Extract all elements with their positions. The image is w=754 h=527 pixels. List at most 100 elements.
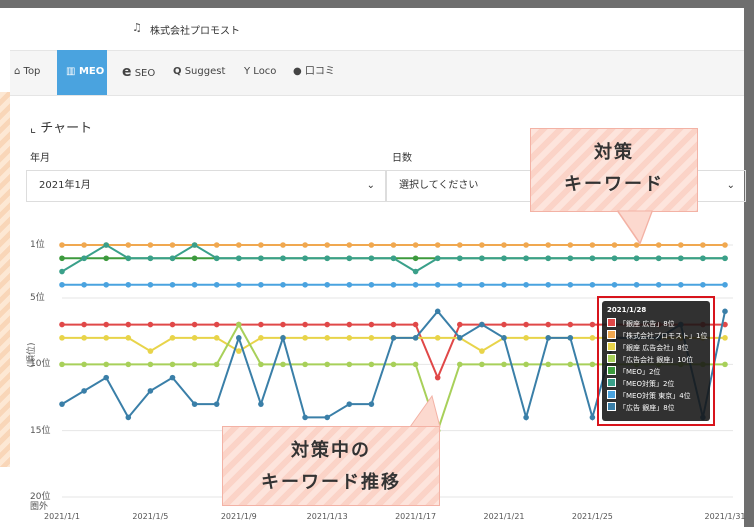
month-select[interactable]: 2021年1月 ⌄ (26, 170, 386, 202)
point (412, 268, 419, 275)
section-title: ⌞ チャート (30, 121, 93, 136)
point (479, 321, 485, 328)
tooltip-swatch (607, 318, 616, 327)
tooltip: 2021/1/28 「銀座 広告」8位 「株式会社プロモスト」1位 「銀座 広告会社」… (597, 296, 715, 426)
tab-label: Top (23, 66, 41, 77)
point (589, 414, 596, 421)
point (545, 255, 551, 262)
point (457, 242, 463, 248)
bell-icon: ♫ (132, 21, 142, 34)
point (567, 361, 574, 368)
y-tick-label: 15位 (30, 425, 51, 436)
point (589, 361, 596, 368)
company: 株式会社プロモスト (150, 26, 240, 37)
point (147, 242, 154, 248)
point (501, 281, 507, 288)
point (302, 361, 308, 368)
point (59, 401, 65, 407)
y-tick-label: 20位 圏外 (30, 492, 51, 512)
point (169, 335, 176, 341)
point (280, 321, 286, 328)
callout-pointer (409, 394, 441, 428)
point (523, 321, 529, 328)
point (191, 361, 198, 368)
point (722, 335, 728, 341)
point (59, 281, 65, 288)
point (236, 242, 242, 248)
point (346, 335, 353, 341)
point (125, 281, 132, 288)
point (81, 321, 87, 328)
tooltip-row: 「MEO対策 東京」4位 (607, 390, 705, 402)
tooltip-row: 「銀座 広告」8位 (607, 318, 705, 330)
y-tick-label: 1位 (30, 240, 45, 250)
tooltip-item: 「銀座 広告」8位 (619, 320, 675, 328)
nav-tab[interactable]: ▥ MEO (66, 66, 105, 77)
nav-tab[interactable]: Q Suggest (173, 66, 226, 77)
point (479, 242, 485, 248)
point (236, 255, 242, 262)
point (346, 401, 353, 407)
x-tick-label: 2021/1/9 (221, 512, 257, 521)
field-label: 年月 (30, 153, 50, 164)
point (412, 242, 419, 248)
point (280, 255, 286, 262)
point (523, 361, 529, 368)
point (390, 242, 397, 248)
nav-tab[interactable]: ● 口コミ (293, 66, 335, 77)
point (213, 335, 220, 341)
point (59, 242, 65, 248)
point (191, 401, 198, 407)
point (280, 335, 286, 341)
point (81, 361, 87, 368)
point (103, 335, 109, 341)
point (412, 321, 419, 328)
point (59, 255, 65, 262)
point (81, 335, 87, 341)
point (324, 335, 331, 341)
point (125, 242, 132, 248)
tooltip-swatch (607, 342, 616, 351)
point (280, 281, 286, 288)
point (169, 361, 176, 368)
point (722, 361, 728, 368)
point (59, 361, 65, 368)
point (302, 414, 308, 421)
x-tick-label: 2021/1/31 (704, 512, 745, 521)
point (346, 361, 353, 368)
point (169, 374, 176, 381)
callout: 対策 キーワード (530, 128, 698, 212)
point (457, 255, 463, 262)
point (412, 361, 419, 368)
point (611, 255, 618, 262)
tooltip-swatch (607, 378, 616, 387)
point (479, 348, 485, 354)
point (302, 242, 308, 248)
point (589, 242, 596, 248)
nav-tab[interactable]: Y Loco (244, 66, 277, 77)
tooltip-item: 「MEO対策」2位 (619, 380, 675, 388)
point (169, 255, 176, 262)
x-tick-label: 2021/1/1 (44, 512, 80, 521)
point (236, 281, 242, 288)
point (258, 321, 264, 328)
point (678, 255, 684, 262)
point (125, 335, 132, 341)
point (258, 361, 264, 368)
section-title-text: チャート (40, 121, 93, 136)
point (457, 335, 463, 341)
nav-tab[interactable]: e SEO (122, 64, 156, 80)
point (346, 242, 353, 248)
point (655, 242, 662, 248)
nav-tab[interactable]: ⌂ Top (14, 66, 41, 77)
point (545, 361, 551, 368)
point (589, 255, 596, 262)
point (368, 335, 375, 341)
point (258, 335, 264, 341)
point (169, 281, 176, 288)
point (722, 308, 728, 315)
point (169, 321, 176, 328)
point (59, 268, 65, 275)
point (523, 335, 529, 341)
